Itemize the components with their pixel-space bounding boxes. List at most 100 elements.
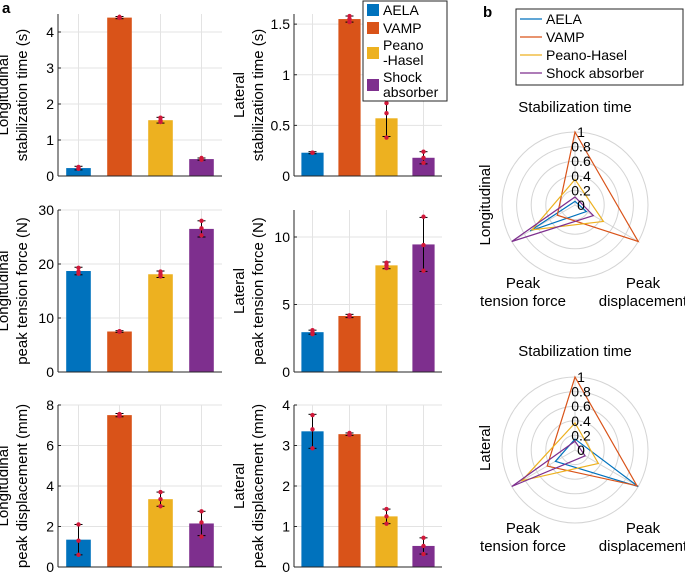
radar-tick-label: 1 bbox=[577, 369, 585, 385]
y-tick-label: 0 bbox=[282, 364, 290, 380]
y-tick-label: 1 bbox=[282, 519, 290, 535]
legend-swatch-aela bbox=[367, 4, 379, 16]
data-point bbox=[310, 150, 315, 155]
data-point bbox=[347, 19, 352, 25]
y-tick-label: 2 bbox=[46, 519, 54, 535]
radar-axis-label: Stabilization time bbox=[518, 99, 631, 116]
legend-swatch-vamp bbox=[367, 22, 379, 34]
bar-peano-hasel bbox=[148, 120, 173, 176]
bar-shock-absorber bbox=[412, 545, 435, 567]
y-axis-label-line: Lateral bbox=[231, 268, 248, 314]
data-point bbox=[347, 16, 352, 22]
legend-label: Peano-Hasel bbox=[546, 47, 627, 63]
data-point bbox=[421, 543, 426, 549]
data-point bbox=[384, 263, 389, 268]
y-axis-label-line: Longitudinal bbox=[0, 446, 12, 527]
radar-tick-label: 1 bbox=[577, 124, 585, 140]
data-point bbox=[347, 313, 352, 319]
radar-spoke bbox=[511, 204, 576, 242]
radar-series-shock-absorber bbox=[511, 440, 587, 488]
data-point bbox=[384, 111, 389, 116]
data-point bbox=[421, 242, 426, 248]
legend-label: -Hasel bbox=[383, 52, 423, 68]
y-tick-label: 1.5 bbox=[271, 16, 291, 32]
radar-series-peano-hasel bbox=[520, 421, 600, 482]
data-point bbox=[384, 135, 389, 140]
bar-shock-absorber bbox=[412, 244, 435, 372]
y-axis-label-line: Longitudinal bbox=[0, 251, 12, 332]
radar-axis-label: Peak bbox=[506, 520, 541, 537]
data-point bbox=[421, 535, 426, 541]
data-point bbox=[117, 15, 122, 20]
radar-tick-label: 0.6 bbox=[571, 153, 591, 169]
y-tick-label: 20 bbox=[38, 256, 54, 272]
data-point bbox=[421, 149, 426, 154]
data-point bbox=[199, 156, 204, 162]
radar-tick-label: 0.8 bbox=[571, 139, 591, 155]
data-point bbox=[199, 534, 204, 539]
radar-axis-label: displacement bbox=[599, 538, 685, 555]
radar-tick-label: 0 bbox=[577, 197, 585, 213]
bar-peano-hasel bbox=[148, 274, 173, 372]
data-point bbox=[310, 446, 315, 451]
y-tick-label: 0 bbox=[46, 559, 54, 575]
y-axis-label-line: stabilization time (s) bbox=[250, 29, 267, 162]
y-axis-label-line: Longitudinal bbox=[0, 55, 12, 136]
y-axis-label-line: peak displacement (mm) bbox=[14, 404, 31, 568]
y-tick-label: 4 bbox=[46, 24, 54, 40]
y-axis-label: Lateral peak displacement (mm) bbox=[231, 404, 267, 568]
radar-axis-label: displacement bbox=[599, 293, 685, 310]
data-point bbox=[384, 514, 389, 519]
radar-legend: AELA VAMP Peano-Hasel Shock absorber bbox=[515, 8, 684, 86]
y-axis-label: Longitudinal peak tension force (N) bbox=[0, 217, 31, 365]
y-axis-label: Lateral stabilization time (s) bbox=[231, 29, 267, 162]
data-point bbox=[421, 551, 426, 557]
data-point bbox=[117, 329, 122, 334]
radar-side-label: Lateral bbox=[477, 425, 494, 471]
y-axis-label-line: peak tension force (N) bbox=[14, 217, 31, 365]
data-point bbox=[347, 13, 352, 19]
y-tick-label: 0.5 bbox=[271, 117, 291, 133]
data-point bbox=[384, 521, 389, 526]
chart-longitudinal-peak-tension-force: 0 10 20 30 Longitudinal peak tension force (N… bbox=[0, 202, 222, 380]
y-tick-label: 3 bbox=[282, 438, 290, 454]
legend-label: AELA bbox=[546, 11, 582, 27]
data-point bbox=[76, 269, 81, 274]
legend-label: AELA bbox=[383, 2, 419, 18]
data-point bbox=[421, 160, 426, 166]
data-point bbox=[158, 496, 163, 502]
bar-vamp bbox=[338, 315, 361, 372]
y-axis-label: Longitudinal peak displacement (mm) bbox=[0, 404, 31, 568]
legend-label: Shock absorber bbox=[546, 65, 644, 81]
radar-series-aela bbox=[529, 200, 588, 232]
y-tick-label: 0 bbox=[46, 168, 54, 184]
radar-tick-label: 0.8 bbox=[571, 384, 591, 400]
y-tick-label: 0 bbox=[282, 559, 290, 575]
legend-swatch-peano-hasel bbox=[367, 47, 379, 59]
radar-side-label: Longitudinal bbox=[477, 165, 494, 246]
y-tick-label: 8 bbox=[46, 397, 54, 413]
y-axis-label-line: Lateral bbox=[231, 72, 248, 118]
y-tick-label: 4 bbox=[282, 397, 290, 413]
radar-axis-label: Stabilization time bbox=[518, 343, 631, 360]
radar-series-peano-hasel bbox=[530, 178, 605, 231]
radar-tick-label: 0.4 bbox=[571, 168, 591, 184]
bar-vamp bbox=[107, 415, 132, 567]
data-point bbox=[76, 166, 81, 171]
radar-series-vamp bbox=[556, 130, 640, 243]
data-point bbox=[199, 233, 204, 238]
y-tick-label: 10 bbox=[274, 229, 290, 245]
data-point bbox=[76, 522, 81, 527]
y-tick-label: 0 bbox=[282, 168, 290, 184]
panel-label-a: a bbox=[2, 0, 11, 17]
radar-axis-label: Peak bbox=[626, 275, 661, 292]
radar-tick-label: 0.6 bbox=[571, 398, 591, 414]
bar-aela bbox=[301, 431, 324, 567]
data-point bbox=[310, 412, 315, 418]
data-point bbox=[384, 100, 389, 106]
bar-vamp bbox=[107, 17, 132, 176]
y-axis-label-line: stabilization time (s) bbox=[14, 29, 31, 162]
data-point bbox=[384, 506, 389, 512]
